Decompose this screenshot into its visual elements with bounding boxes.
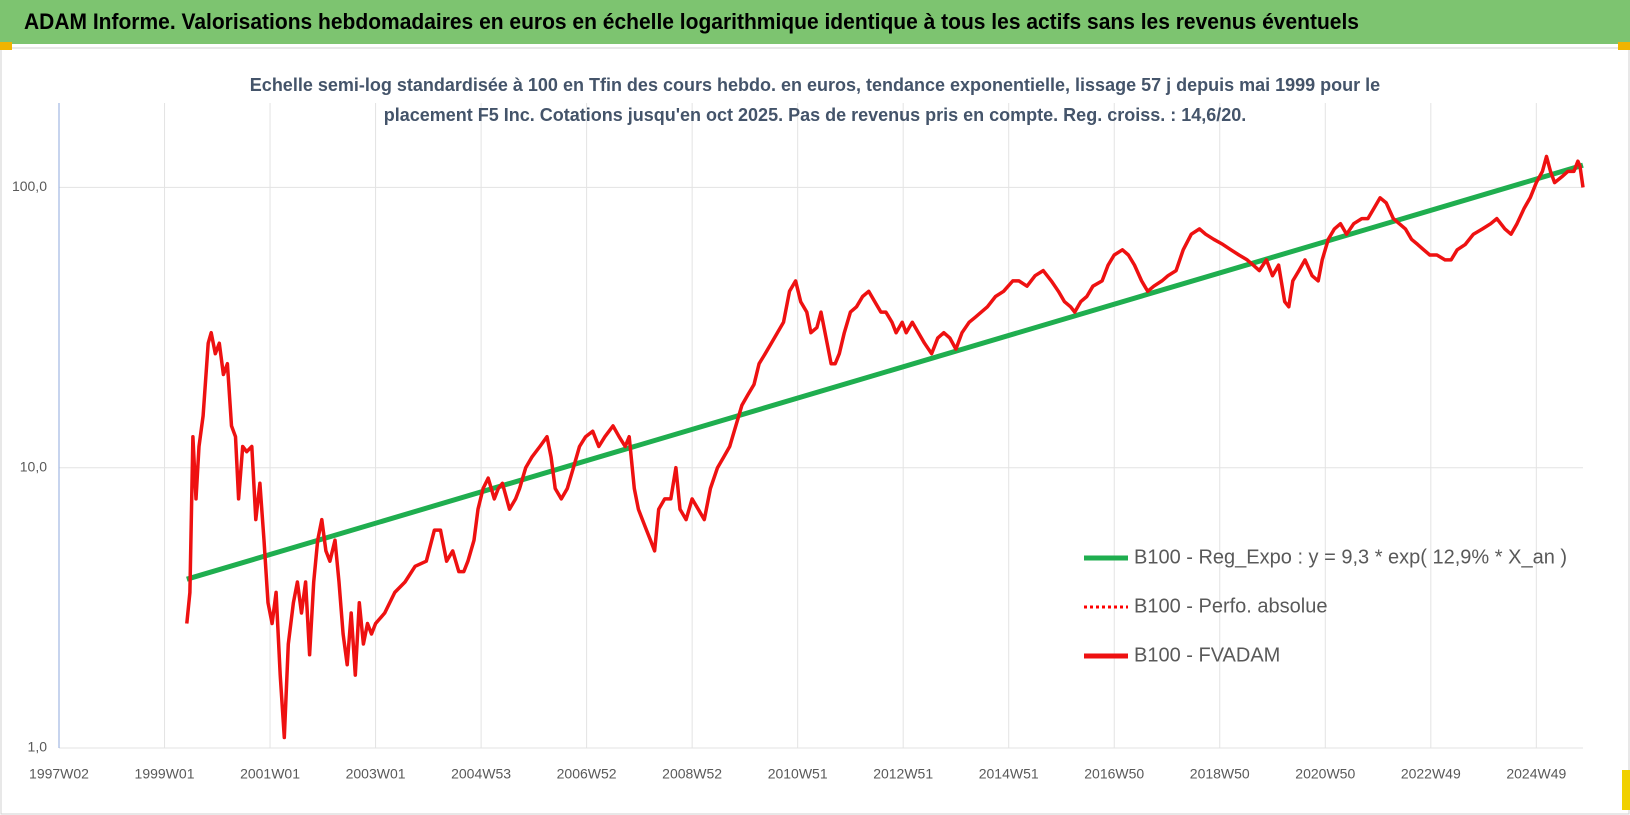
corner-mark (1622, 770, 1630, 810)
legend-label: B100 - FVADAM (1134, 644, 1280, 666)
chart-frame (0, 47, 1630, 815)
chart-title: ADAM Informe. Valorisations hebdomadaire… (24, 9, 1359, 34)
x-tick-label: 2020W50 (1295, 766, 1355, 782)
y-tick-label: 10,0 (20, 458, 47, 474)
x-tick-label: 1997W02 (29, 766, 89, 782)
x-tick-label: 2024W49 (1506, 766, 1566, 782)
y-tick-label: 100,0 (12, 178, 47, 194)
x-tick-label: 2022W49 (1401, 766, 1461, 782)
legend-label: B100 - Reg_Expo : y = 9,3 * exp( 12,9% *… (1134, 546, 1567, 568)
series-line (186, 162, 1584, 582)
x-tick-label: 2012W51 (873, 766, 933, 782)
title-bar (0, 0, 1630, 44)
x-tick-label: 2008W52 (662, 766, 722, 782)
x-tick-label: 2004W53 (451, 766, 511, 782)
corner-mark (0, 42, 12, 50)
chart-subtitle: Echelle semi-log standardisée à 100 en T… (249, 75, 1381, 125)
x-tick-label: 2014W51 (979, 766, 1039, 782)
x-tick-label: 2016W50 (1084, 766, 1144, 782)
x-tick-label: 1999W01 (135, 766, 195, 782)
y-tick-label: 1,0 (28, 739, 48, 755)
corner-mark (1618, 42, 1630, 50)
x-tick-label: 2003W01 (346, 766, 406, 782)
legend-label: B100 - Perfo. absolue (1134, 595, 1327, 617)
x-tick-label: 2001W01 (240, 766, 300, 782)
series-line (185, 155, 1585, 739)
x-tick-label: 2010W51 (768, 766, 828, 782)
series-line (185, 154, 1585, 740)
x-tick-label: 2018W50 (1190, 766, 1250, 782)
x-tick-label: 2006W52 (557, 766, 617, 782)
